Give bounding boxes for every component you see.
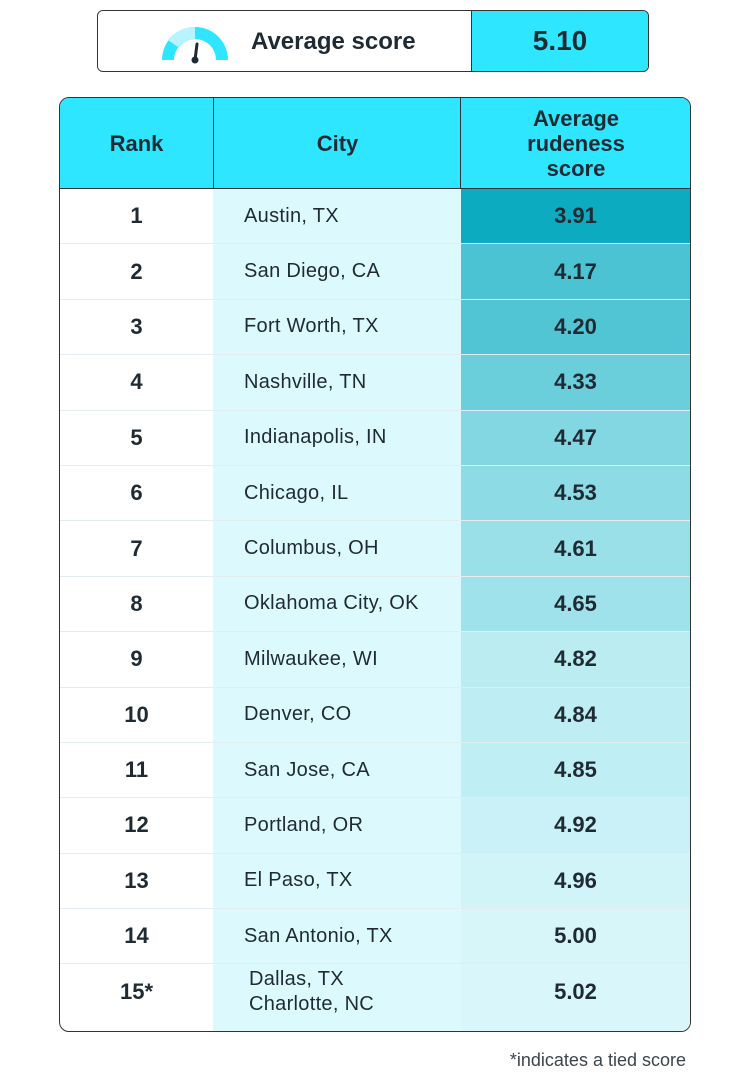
city-cell: Austin, TX <box>213 189 460 243</box>
city-name: Oklahoma City, OK <box>244 592 419 615</box>
city-cell: Portland, OR <box>213 798 460 852</box>
table-row: 10 Denver, CO 4.84 <box>60 687 690 743</box>
rank-cell: 3 <box>130 313 143 339</box>
score-cell: 4.17 <box>461 244 690 299</box>
table-row: 13 El Paso, TX 4.96 <box>60 853 690 910</box>
city-name: Chicago, IL <box>244 481 349 504</box>
score-cell: 4.82 <box>461 632 690 687</box>
city-cell: Fort Worth, TX <box>213 300 460 354</box>
header-city: City <box>213 98 461 188</box>
average-score-box: Average score 5.10 <box>97 10 649 72</box>
table-row: 14 San Antonio, TX 5.00 <box>60 909 690 965</box>
score-cell: 4.33 <box>461 355 690 410</box>
city-cell: Denver, CO <box>213 688 460 742</box>
city-name: El Paso, TX <box>244 869 353 892</box>
score-cell: 5.02 <box>461 964 690 1020</box>
score-cell: 4.84 <box>461 687 690 742</box>
score-cell: 3.91 <box>461 189 690 244</box>
city-name: Portland, OR <box>244 813 364 836</box>
table-row: 1 Austin, TX 3.91 <box>60 189 690 245</box>
city-name: Fort Worth, TX <box>244 315 379 338</box>
score-cell: 4.47 <box>461 410 690 465</box>
footnote: *indicates a tied score <box>509 1050 686 1070</box>
rank-cell: 4 <box>130 369 143 395</box>
city-cell: Oklahoma City, OK <box>213 577 460 631</box>
table-row: 5 Indianapolis, IN 4.47 <box>60 410 690 466</box>
city-cell: Dallas, TX Charlotte, NC <box>213 964 460 1019</box>
table-row: 2 San Diego, CA 4.17 <box>60 244 690 300</box>
average-score-label: Average score <box>251 28 416 55</box>
city-name: San Diego, CA <box>244 260 381 283</box>
table-row: 4 Nashville, TN 4.33 <box>60 355 690 411</box>
city-name: Denver, CO <box>244 703 352 726</box>
city-cell: San Jose, CA <box>213 743 460 797</box>
city-name: Columbus, OH <box>244 537 379 560</box>
city-cell: Indianapolis, IN <box>213 411 460 465</box>
score-cell: 4.53 <box>461 465 690 521</box>
table-row: 12 Portland, OR 4.92 <box>60 798 690 854</box>
rank-cell: 8 <box>130 590 143 616</box>
table-row: 7 Columbus, OH 4.61 <box>60 521 690 577</box>
city-name: Austin, TX <box>244 204 339 227</box>
rank-cell: 9 <box>130 646 143 672</box>
city-name: Indianapolis, IN <box>244 426 387 449</box>
table-row: 15* Dallas, TX Charlotte, NC 5.02 <box>60 964 690 1020</box>
city-cell: Columbus, OH <box>213 521 460 575</box>
city-cell: Chicago, IL <box>213 466 460 520</box>
city-cell: Nashville, TN <box>213 355 460 409</box>
table-row: 3 Fort Worth, TX 4.20 <box>60 299 690 356</box>
gauge-icon <box>162 26 228 64</box>
rudeness-table: Rank City Average rudeness score 1 Austin… <box>59 97 691 1032</box>
score-cell: 5.00 <box>461 909 690 964</box>
city-cell: San Diego, CA <box>213 244 460 298</box>
table-row: 8 Oklahoma City, OK 4.65 <box>60 576 690 633</box>
score-cell: 4.96 <box>461 853 690 909</box>
table-row: 11 San Jose, CA 4.85 <box>60 742 690 799</box>
rank-cell: 6 <box>130 480 143 506</box>
rank-cell: 10 <box>124 701 149 727</box>
header-score: Average rudeness score <box>460 98 690 188</box>
city-cell: San Antonio, TX <box>213 909 460 963</box>
average-score-label-cell: Average score <box>98 11 471 71</box>
score-cell: 4.65 <box>461 576 690 632</box>
city-name: Nashville, TN <box>244 370 367 393</box>
rank-cell: 13 <box>124 867 149 893</box>
city-name: Charlotte, NC <box>249 992 375 1015</box>
score-cell: 4.20 <box>461 299 690 355</box>
table-row: 9 Milwaukee, WI 4.82 <box>60 632 690 688</box>
table-header: Rank City Average rudeness score <box>60 98 690 189</box>
city-cell: Milwaukee, WI <box>213 632 460 686</box>
score-cell: 4.61 <box>461 521 690 576</box>
rank-cell: 7 <box>130 535 143 561</box>
rank-cell: 1 <box>130 203 143 229</box>
rank-cell: 5 <box>130 424 143 450</box>
average-score-value: 5.10 <box>471 11 648 71</box>
city-name: Milwaukee, WI <box>244 647 378 670</box>
score-cell: 4.85 <box>461 742 690 798</box>
rank-cell: 2 <box>130 258 143 284</box>
header-rank: Rank <box>109 130 164 156</box>
table-body: 1 Austin, TX 3.91 2 San Diego, CA 4.17 3 Fort W… <box>60 189 690 1020</box>
city-name: San Jose, CA <box>244 758 370 781</box>
rank-cell: 14 <box>124 923 149 949</box>
rank-cell: 12 <box>124 812 149 838</box>
city-cell: El Paso, TX <box>213 854 460 908</box>
table-row: 6 Chicago, IL 4.53 <box>60 465 690 522</box>
city-name: San Antonio, TX <box>244 924 393 947</box>
score-cell: 4.92 <box>461 798 690 853</box>
city-name: Dallas, TX <box>249 967 344 990</box>
header-score-label: Average rudeness score <box>527 105 625 181</box>
rank-cell: 11 <box>124 757 149 783</box>
rank-cell: 15* <box>119 978 154 1004</box>
city-column-background <box>213 189 461 1031</box>
